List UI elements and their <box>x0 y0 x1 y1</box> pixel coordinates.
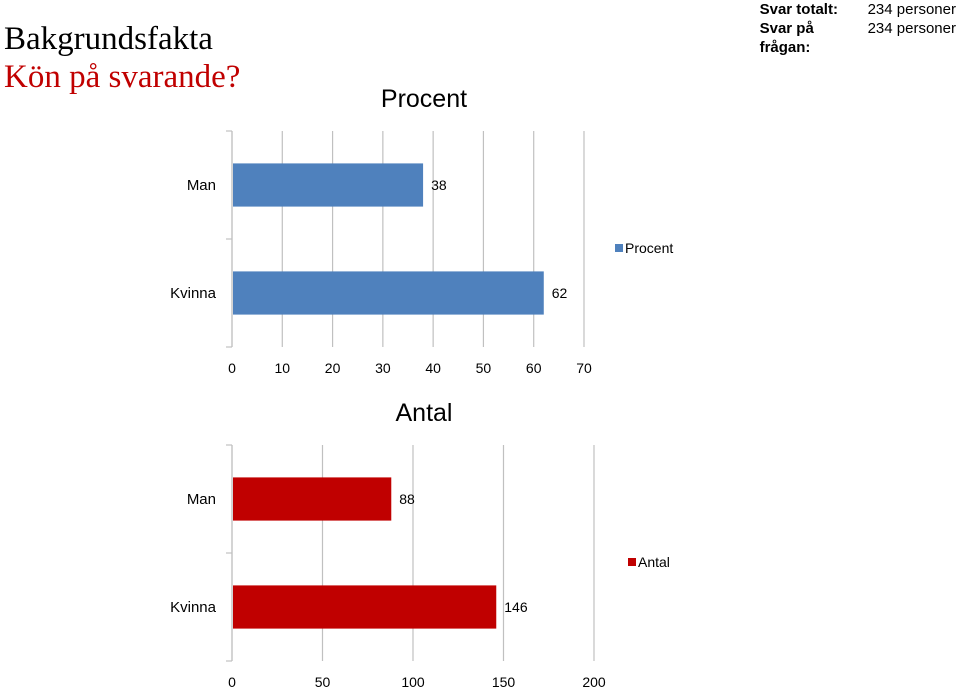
stats-answered-label: Svar på frågan: <box>759 20 814 56</box>
antal-bar-kvinna <box>233 585 497 629</box>
procent-data-label: 62 <box>552 285 568 301</box>
antal-tick-label: 100 <box>401 674 425 687</box>
antal-data-label: 88 <box>399 491 415 507</box>
procent-tick-label: 10 <box>274 360 290 376</box>
stats-total-label: Svar totalt: <box>759 1 838 18</box>
procent-legend-swatch <box>615 244 623 252</box>
stats-answered-value: 234 personer <box>867 20 956 37</box>
question-title: Kön på svarande? <box>4 59 241 95</box>
antal-tick-label: 0 <box>228 674 236 687</box>
stats-total-value: 234 personer <box>867 1 956 18</box>
antal-category-label: Man <box>187 491 216 508</box>
procent-category-label: Man <box>187 177 216 194</box>
stats-total-row: Svar totalt: 234 personer <box>760 0 956 19</box>
procent-chart-title: Procent <box>381 85 467 113</box>
procent-tick-label: 40 <box>425 360 441 376</box>
stats-answered-row: Svar på frågan: 234 personer <box>760 19 956 57</box>
procent-data-label: 38 <box>431 177 447 193</box>
procent-tick-label: 20 <box>325 360 341 376</box>
procent-tick-label: 70 <box>576 360 592 376</box>
antal-bar-man <box>233 477 392 521</box>
procent-category-label: Kvinna <box>170 285 217 302</box>
procent-tick-label: 50 <box>476 360 492 376</box>
procent-legend-label: Procent <box>625 240 673 256</box>
page-title: Bakgrundsfakta <box>4 21 213 57</box>
antal-legend-swatch <box>628 558 636 566</box>
antal-tick-label: 150 <box>492 674 516 687</box>
antal-category-label: Kvinna <box>170 599 217 616</box>
response-stats: Svar totalt: 234 personer Svar på frågan… <box>760 0 956 57</box>
antal-chart-title: Antal <box>396 399 453 427</box>
procent-bar-kvinna <box>233 271 544 315</box>
antal-tick-label: 50 <box>315 674 331 687</box>
title-block: Bakgrundsfakta Kön på svarande? <box>4 20 240 96</box>
antal-legend-label: Antal <box>638 554 670 570</box>
procent-tick-label: 60 <box>526 360 542 376</box>
antal-data-label: 146 <box>504 599 528 615</box>
procent-tick-label: 30 <box>375 360 391 376</box>
procent-bar-man <box>233 163 424 207</box>
antal-tick-label: 200 <box>582 674 606 687</box>
procent-tick-label: 0 <box>228 360 236 376</box>
